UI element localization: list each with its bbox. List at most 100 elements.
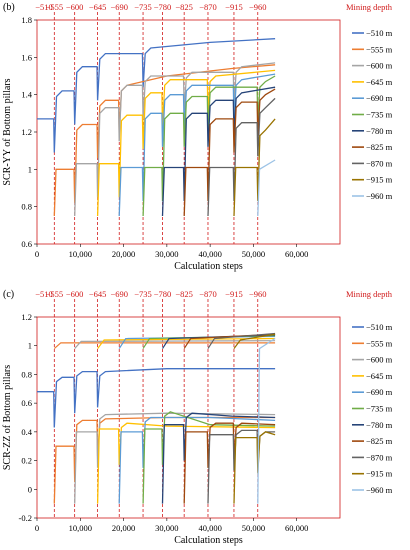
legend-label: −780 m	[366, 126, 393, 136]
series-group	[37, 332, 276, 504]
x-tick-label: 60,000	[285, 523, 308, 533]
series-group	[37, 38, 276, 217]
y-tick-label: -0.2	[19, 513, 32, 523]
y-tick-label: 1.6	[21, 52, 32, 62]
mining-depth-tick: −825	[175, 2, 193, 12]
series-line-510	[37, 368, 276, 428]
mining-depth-tick: −735	[134, 2, 152, 12]
legend-label: −690 m	[366, 93, 393, 103]
mining-depth-tick: −780	[154, 289, 172, 299]
legend-label: −915 m	[366, 175, 393, 185]
mining-depth-tick: −555	[46, 289, 64, 299]
x-tick-label: 20,000	[112, 523, 135, 533]
legend-label: −960 m	[366, 191, 393, 201]
mining-depth-tick: −600	[66, 2, 84, 12]
y-tick-label: 0.6	[21, 398, 32, 408]
legend-label: −960 m	[366, 485, 393, 495]
series-line-960	[257, 159, 276, 217]
legend-label: −645 m	[366, 77, 393, 87]
x-tick-label: 40,000	[198, 249, 221, 259]
y-tick-label: 0.8	[21, 202, 32, 212]
mining-depth-tick: −870	[199, 289, 217, 299]
mining-depth-tick: −600	[66, 289, 84, 299]
legend-label: −690 m	[366, 387, 393, 397]
series-line-510	[37, 38, 276, 153]
x-tick-label: 50,000	[242, 249, 265, 259]
legend-label: −825 m	[366, 436, 393, 446]
plot-area	[36, 19, 341, 245]
y-tick-label: 1	[28, 341, 32, 351]
x-tick-label: 50,000	[242, 523, 265, 533]
y-tick-label: 1.2	[21, 312, 32, 322]
mining-depth-tick: −555	[46, 2, 64, 12]
y-tick-label: 0.4	[21, 427, 32, 437]
mining-depth-tick: −690	[110, 2, 128, 12]
x-axis-title: Calculation steps	[174, 535, 243, 546]
mining-depth-tick: −915	[225, 2, 243, 12]
x-tick-label: 60,000	[285, 249, 308, 259]
mining-depth-tick: −510	[35, 289, 53, 299]
legend-label: −555 m	[366, 44, 393, 54]
y-tick-label: 0.8	[21, 369, 32, 379]
legend-label: −870 m	[366, 158, 393, 168]
series-upper-line	[53, 342, 276, 350]
y-tick-label: 1	[28, 164, 32, 174]
series-line-825	[183, 88, 276, 217]
mining-depth-title: Mining depth	[346, 2, 393, 12]
x-tick-label: 20,000	[112, 249, 135, 259]
legend-label: −600 m	[366, 355, 393, 365]
series-upper-line	[74, 340, 276, 349]
mining-depth-tick: −645	[89, 289, 107, 299]
y-tick-label: 1.4	[21, 90, 32, 100]
y-tick-label: 0.6	[21, 239, 32, 249]
y-tick-label: 0.2	[21, 456, 32, 466]
mining-depth-tick: −645	[89, 2, 107, 12]
mining-depth-tick: −690	[110, 289, 128, 299]
legend-label: −735 m	[366, 404, 393, 414]
mining-depth-tick: −510	[35, 2, 53, 12]
mining-depth-tick: −870	[199, 2, 217, 12]
y-tick-label: 1.8	[21, 15, 32, 25]
x-tick-label: 30,000	[155, 249, 178, 259]
x-tick-label: 40,000	[198, 523, 221, 533]
mining-depth-tick: −825	[175, 289, 193, 299]
mining-depth-title: Mining depth	[346, 289, 393, 299]
legend-label: −600 m	[366, 61, 393, 71]
y-tick-label: 1.2	[21, 127, 32, 137]
panel-label: (b)	[3, 2, 15, 13]
legend-label: −555 m	[366, 338, 393, 348]
chart-panel-1: (c) −510−555 −600 −645 −690 −735 −780 −825 −870−…	[2, 289, 393, 546]
x-tick-label: 10,000	[69, 249, 92, 259]
mining-depth-tick: −915	[225, 289, 243, 299]
legend-label: −915 m	[366, 469, 393, 479]
series-upper-line	[97, 337, 276, 349]
mining-depth-tick: −780	[154, 2, 172, 12]
x-axis-title: Calculation steps	[174, 261, 243, 272]
series-line-555	[53, 416, 276, 504]
series-upper-line	[233, 333, 276, 349]
x-tick-label: 0	[35, 523, 39, 533]
series-upper-line	[207, 332, 276, 349]
x-tick-label: 10,000	[69, 523, 92, 533]
legend-label: −735 m	[366, 110, 393, 120]
panel-label: (c)	[3, 289, 14, 300]
y-axis-title: SCR-YY of Bottom pillars	[2, 78, 13, 185]
x-tick-label: 30,000	[155, 523, 178, 533]
legend-label: −780 m	[366, 420, 393, 430]
legend-label: −645 m	[366, 371, 393, 381]
series-line-825	[183, 422, 276, 504]
series-line-555	[53, 64, 276, 217]
x-tick-label: 0	[35, 249, 39, 259]
legend-label: −870 m	[366, 452, 393, 462]
mining-depth-tick: −960	[249, 289, 267, 299]
legend-label: −510 m	[366, 28, 393, 38]
mining-depth-tick: −960	[249, 2, 267, 12]
series-line-870	[207, 97, 276, 217]
y-axis-title: SCR-ZZ of Bottom pillars	[2, 365, 13, 470]
chart-panel-0: (b) −510−555 −600 −645 −690 −735 −780 −825 −870−…	[2, 2, 393, 272]
series-line-960	[257, 337, 276, 504]
y-tick-label: 0	[28, 484, 32, 494]
mining-depth-tick: −735	[134, 289, 152, 299]
legend-label: −510 m	[366, 322, 393, 332]
